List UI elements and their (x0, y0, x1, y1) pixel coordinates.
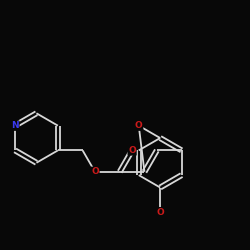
Text: O: O (91, 167, 99, 176)
Text: N: N (11, 121, 19, 130)
Text: O: O (128, 146, 136, 155)
Text: O: O (156, 208, 164, 217)
Text: O: O (135, 121, 142, 130)
